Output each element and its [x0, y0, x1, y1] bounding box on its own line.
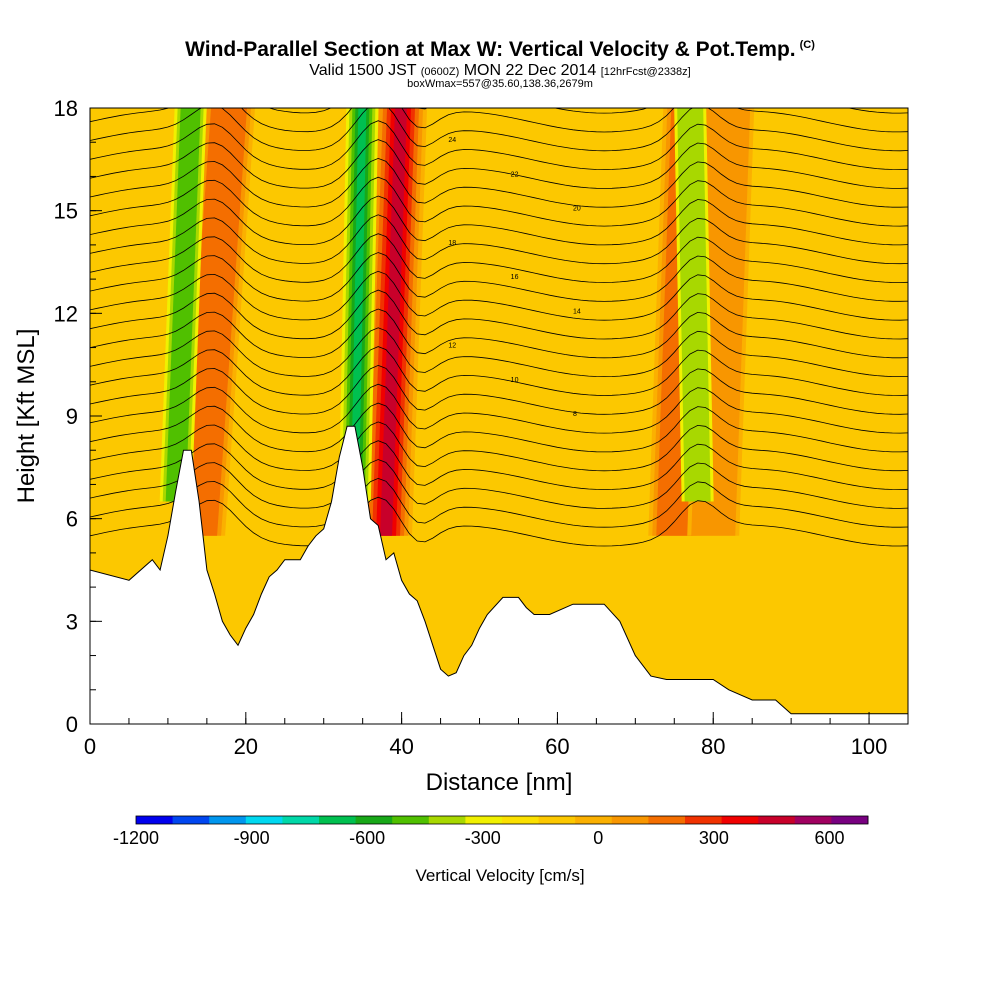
- downdraft-plume-2: [677, 108, 711, 502]
- colorbar-swatch: [831, 816, 869, 824]
- y-axis-label: Height [Kft MSL]: [13, 329, 40, 504]
- theta-contour: [90, 421, 908, 472]
- y-tick-label: 18: [54, 96, 78, 121]
- colorbar-tick-label: -900: [234, 828, 270, 848]
- theta-contour: [90, 157, 908, 208]
- colorbar-swatch: [282, 816, 320, 824]
- theta-contour: [90, 108, 908, 152]
- x-tick-label: 80: [701, 734, 725, 759]
- theta-contour: [90, 270, 908, 321]
- colorbar-swatch: [355, 816, 393, 824]
- colorbar-swatch: [685, 816, 723, 824]
- theta-contour: [90, 108, 908, 133]
- colorbar-swatch: [611, 816, 649, 824]
- updraft-plume-0: [181, 108, 248, 536]
- colorbar-swatch: [209, 816, 247, 824]
- colorbar-swatch: [758, 816, 796, 824]
- contour-label: 18: [448, 240, 456, 247]
- x-tick-label: 40: [389, 734, 413, 759]
- theta-contour: [90, 214, 908, 265]
- colorbar-swatch: [245, 816, 283, 824]
- colorbar-swatch: [721, 816, 759, 824]
- colorbar-swatch: [136, 816, 174, 824]
- contour-label: 8: [573, 411, 577, 418]
- chart-subtitle: Valid 1500 JST (0600Z) MON 22 Dec 2014 […: [309, 62, 691, 79]
- theta-contour: [90, 440, 908, 491]
- contour-label: 14: [573, 308, 581, 315]
- colorbar-tick-label: 0: [593, 828, 603, 848]
- downdraft-plume-1: [350, 108, 367, 502]
- contour-label: 12: [448, 343, 456, 350]
- theta-contour: [90, 120, 908, 171]
- contour-label: 22: [511, 171, 519, 178]
- theta-contour: [90, 402, 908, 453]
- x-tick-label: 0: [84, 734, 96, 759]
- theta-contour: [90, 346, 908, 396]
- colorbar-swatch: [575, 816, 613, 824]
- colorbar-swatch: [172, 816, 210, 824]
- contour-label: 16: [511, 274, 519, 281]
- y-tick-label: 9: [66, 404, 78, 429]
- chart-title: Wind-Parallel Section at Max W: Vertical…: [185, 38, 815, 61]
- y-tick-label: 6: [66, 507, 78, 532]
- colorbar-tick-label: -1200: [113, 828, 159, 848]
- contour-label: 20: [573, 206, 581, 213]
- colorbar-tick-label: -600: [349, 828, 385, 848]
- colorbar-tick-label: 600: [814, 828, 844, 848]
- downdraft-plume-0: [165, 108, 201, 502]
- theta-contour: [90, 176, 908, 227]
- colorbar-swatch: [465, 816, 503, 824]
- contour-label: 24: [448, 137, 456, 144]
- vertical-velocity-plumes: [159, 108, 755, 536]
- colorbar-swatch: [502, 816, 540, 824]
- y-tick-label: 0: [66, 712, 78, 737]
- copyright-mark: (C): [799, 39, 815, 51]
- colorbar-label: Vertical Velocity [cm/s]: [415, 866, 585, 885]
- colorbar-swatch: [794, 816, 832, 824]
- theta-contour: [90, 383, 908, 434]
- box-max-info: boxWmax=557@35.60,138.36,2679m: [407, 78, 593, 90]
- y-tick-label: 12: [54, 301, 78, 326]
- theta-contour: [90, 195, 908, 246]
- x-tick-label: 20: [234, 734, 258, 759]
- theta-contour: [90, 364, 908, 415]
- colorbar-swatch: [648, 816, 686, 824]
- colorbar-swatch: [392, 816, 430, 824]
- contour-label: 10: [511, 377, 519, 384]
- potential-temperature-contours: 24 22 20 18 16 14 12 10 8: [90, 108, 908, 547]
- colorbar-swatch: [319, 816, 357, 824]
- theta-contour: [90, 139, 908, 189]
- colorbar: -1200 -900 -600 -300 0 300 600: [113, 815, 869, 848]
- theta-contour: [90, 459, 908, 509]
- theta-contour: [90, 289, 908, 340]
- x-axis-label: Distance [nm]: [426, 769, 573, 796]
- axes: 0 20 40 60 80 100 0 3 6 9 12 15 18 Distance [nm] Heigh…: [13, 96, 909, 796]
- updraft-plume-1: [380, 108, 408, 536]
- theta-contour: [90, 496, 908, 547]
- theta-contour: [90, 233, 908, 283]
- colorbar-swatch: [428, 816, 466, 824]
- theta-contour: [90, 252, 908, 302]
- x-tick-label: 100: [851, 734, 888, 759]
- terrain-profile: [89, 425, 909, 725]
- x-tick-label: 60: [545, 734, 569, 759]
- y-tick-label: 15: [54, 199, 78, 224]
- terrain-mask: [89, 425, 909, 725]
- theta-contour: [90, 327, 908, 378]
- theta-contour: [90, 308, 908, 359]
- theta-contour: [90, 477, 908, 528]
- colorbar-tick-label: 300: [699, 828, 729, 848]
- colorbar-frame: [135, 815, 869, 825]
- theta-contour: [268, 108, 908, 114]
- y-tick-label: 3: [66, 609, 78, 634]
- colorbar-tick-label: -300: [465, 828, 501, 848]
- colorbar-swatch: [538, 816, 576, 824]
